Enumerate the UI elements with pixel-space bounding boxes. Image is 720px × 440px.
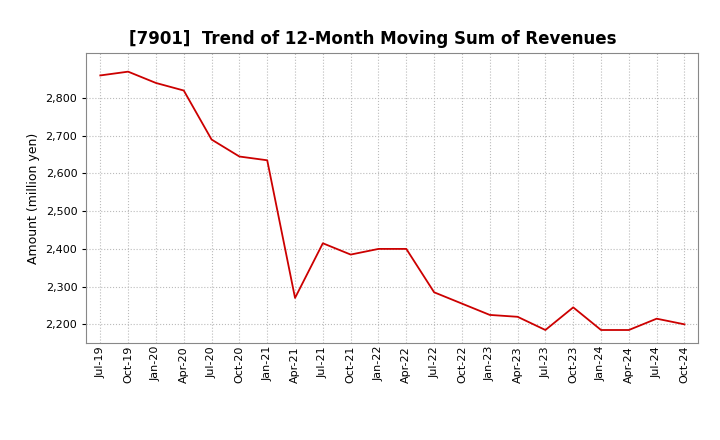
Text: [7901]  Trend of 12-Month Moving Sum of Revenues: [7901] Trend of 12-Month Moving Sum of R… <box>130 30 617 48</box>
Y-axis label: Amount (million yen): Amount (million yen) <box>27 132 40 264</box>
